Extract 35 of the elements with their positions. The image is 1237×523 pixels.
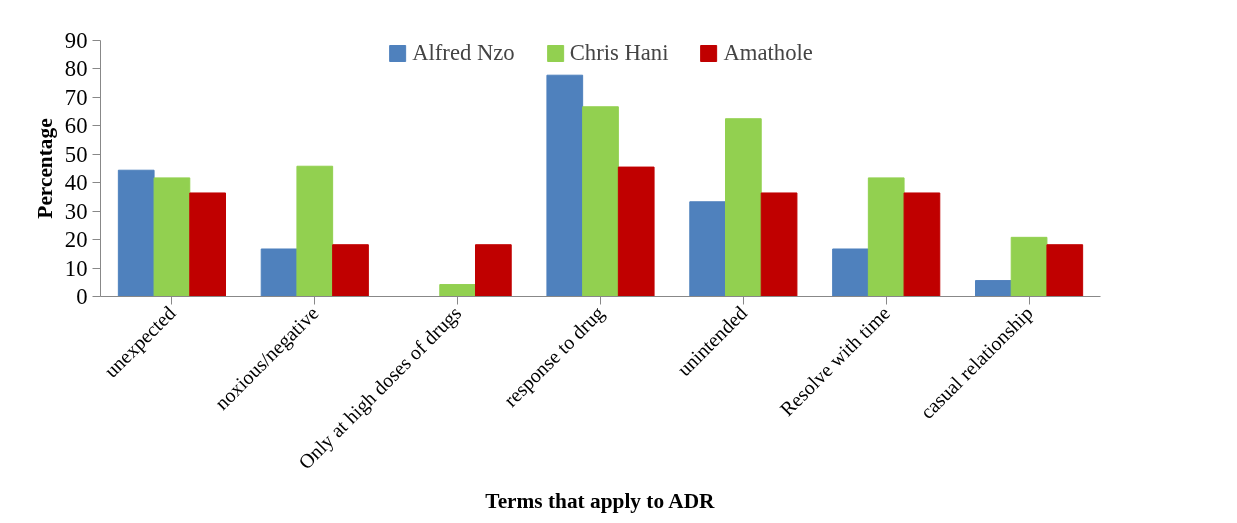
y-tick-label: 60 <box>64 113 88 139</box>
bar <box>582 106 619 297</box>
y-tick-label: 80 <box>64 56 88 82</box>
y-axis-title: Percentage <box>32 118 57 219</box>
bar <box>689 201 726 297</box>
bar <box>439 284 476 297</box>
bar <box>260 248 298 297</box>
legend-label: Amathole <box>723 40 813 66</box>
bar <box>867 177 905 297</box>
bar <box>296 165 334 297</box>
y-tick-label: 30 <box>64 198 88 224</box>
bar <box>189 192 226 297</box>
y-tick-label: 70 <box>64 84 88 110</box>
y-tick-label: 20 <box>64 227 88 253</box>
bar <box>153 177 191 297</box>
y-tick-label: 50 <box>64 141 88 167</box>
bar <box>1010 236 1048 297</box>
bar <box>332 244 369 297</box>
bar <box>832 248 869 297</box>
bar <box>617 166 655 297</box>
bar <box>975 280 1012 297</box>
x-axis-title: Terms that apply to ADR <box>485 489 716 513</box>
y-tick-label: 40 <box>64 170 88 196</box>
y-tick-label: 10 <box>64 255 88 281</box>
legend-label: Alfred Nzo <box>412 40 515 66</box>
bar <box>903 192 941 297</box>
bar <box>546 74 584 297</box>
legend-label: Chris Hani <box>569 40 669 66</box>
y-tick-label: 0 <box>76 284 88 309</box>
y-tick-label: 90 <box>64 28 88 53</box>
bar <box>760 192 798 297</box>
bar <box>725 118 762 297</box>
bar <box>1046 244 1084 297</box>
bar <box>475 244 512 297</box>
bar <box>117 169 155 297</box>
